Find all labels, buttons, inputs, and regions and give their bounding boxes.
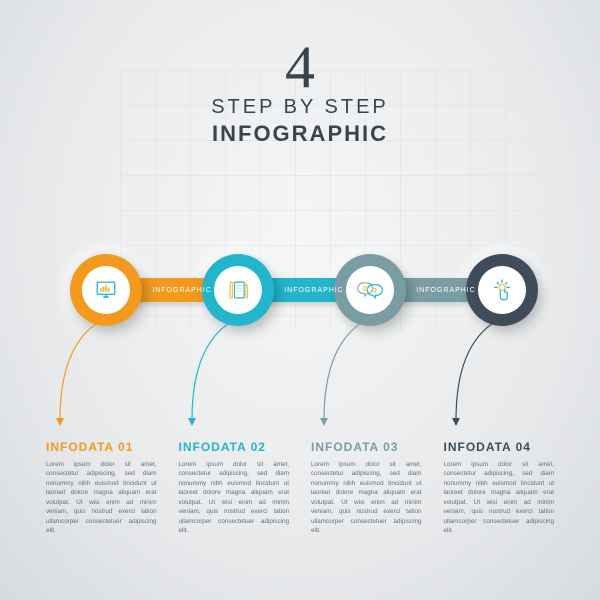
column-title: INFODATA 03 [311,440,422,454]
column-body: Lorem ipsum dolor sit amet, consectetur … [444,460,555,536]
step-ring-4 [466,254,538,326]
step-ring-3 [334,254,406,326]
column-title: INFODATA 04 [444,440,555,454]
monitor-icon [92,276,120,304]
column-title: INFODATA 01 [46,440,157,454]
column-3: INFODATA 03 Lorem ipsum dolor sit amet, … [311,440,422,536]
column-1: INFODATA 01 Lorem ipsum dolor sit amet, … [46,440,157,536]
column-4: INFODATA 04 Lorem ipsum dolor sit amet, … [444,440,555,536]
heads-icon [356,276,384,304]
touch-icon [488,276,516,304]
column-title: INFODATA 02 [179,440,290,454]
column-body: Lorem ipsum dolor sit amet, consectetur … [311,460,422,536]
column-2: INFODATA 02 Lorem ipsum dolor sit amet, … [179,440,290,536]
text-columns: INFODATA 01 Lorem ipsum dolor sit amet, … [46,440,554,536]
header-line1: STEP BY STEP [0,96,600,119]
stationery-icon [224,276,252,304]
column-body: Lorem ipsum dolor sit amet, consectetur … [46,460,157,536]
connector-label: INFOGRAPHIC [416,287,476,294]
connector-label: INFOGRAPHIC [152,287,212,294]
step-ring-2 [202,254,274,326]
header-line2: INFOGRAPHIC [0,121,600,147]
connector-label: INFOGRAPHIC [284,287,344,294]
step-ring-1 [70,254,142,326]
header-number: 4 [0,40,600,94]
step-row: INFOGRAPHIC INFOGRAPHIC INFOGRAPHIC [0,230,600,350]
column-body: Lorem ipsum dolor sit amet, consectetur … [179,460,290,536]
header: 4 STEP BY STEP INFOGRAPHIC [0,40,600,147]
